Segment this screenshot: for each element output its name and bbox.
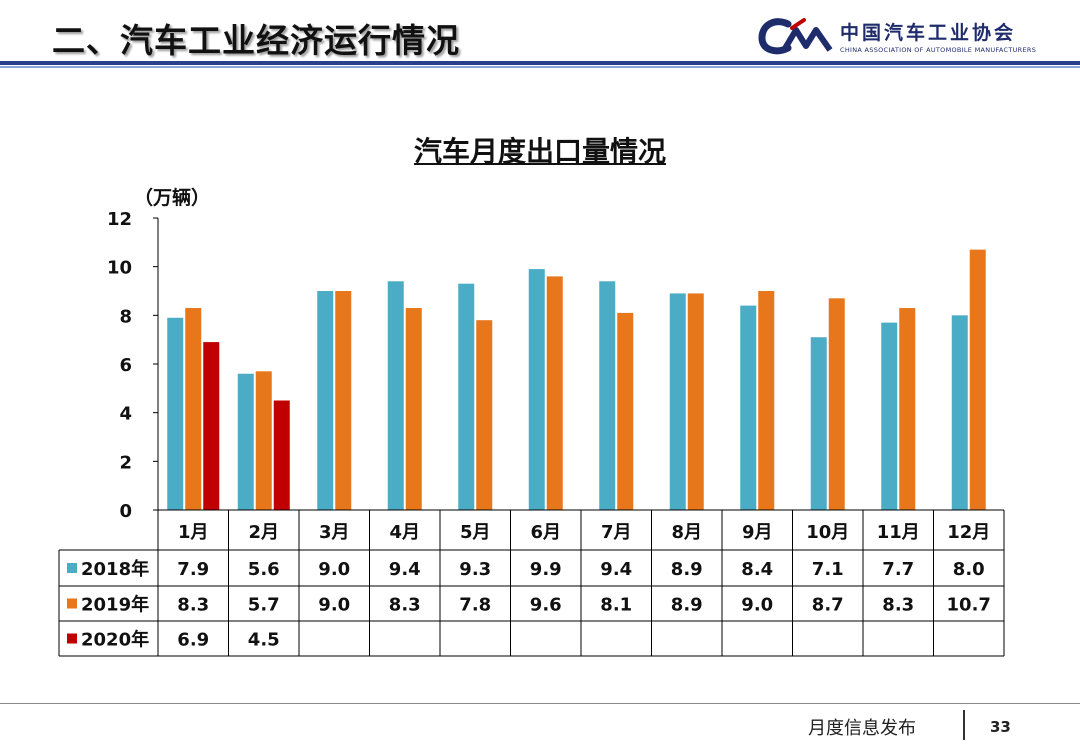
data-label: 7.7 — [882, 559, 914, 580]
bar-2019年-5月 — [476, 320, 493, 510]
data-label: 5.6 — [248, 559, 280, 580]
bar-2018年-6月 — [528, 269, 545, 510]
cam-logo-icon — [758, 18, 833, 55]
data-label: 5.7 — [248, 595, 280, 616]
data-label: 8.4 — [741, 559, 773, 580]
logo: 中国汽车工业协会 CHINA ASSOCIATION OF AUTOMOBILE… — [758, 16, 1058, 60]
data-label: 8.3 — [389, 595, 421, 616]
bar-2020年-2月 — [273, 400, 290, 510]
bar-2019年-8月 — [687, 293, 704, 510]
bar-2019年-9月 — [758, 291, 775, 510]
data-label: 8.7 — [812, 595, 844, 616]
legend-label: 2019年 — [81, 594, 149, 616]
legend-swatch-2020年 — [67, 633, 77, 644]
data-label: 8.9 — [671, 595, 703, 616]
data-label: 8.0 — [953, 559, 985, 580]
header-rule-light — [0, 66, 1080, 68]
bar-2019年-1月 — [185, 308, 202, 510]
page-number: 33 — [990, 718, 1011, 736]
x-tick-label: 2月 — [248, 522, 279, 543]
bar-2018年-4月 — [387, 281, 404, 510]
bar-2018年-5月 — [458, 283, 475, 510]
y-tick-label: 2 — [119, 452, 132, 473]
y-tick-label: 4 — [119, 404, 132, 425]
x-tick-label: 8月 — [671, 522, 702, 543]
data-label: 9.0 — [318, 559, 350, 580]
data-label: 8.3 — [177, 595, 209, 616]
bar-2019年-10月 — [828, 298, 845, 510]
y-tick-label: 6 — [119, 355, 132, 376]
bar-2019年-3月 — [335, 291, 352, 510]
bar-2018年-11月 — [881, 322, 898, 510]
footer-rule — [0, 703, 1080, 704]
y-tick-label: 10 — [107, 258, 132, 279]
data-label: 9.3 — [459, 559, 491, 580]
bar-2019年-7月 — [617, 312, 634, 510]
data-label: 7.9 — [177, 559, 209, 580]
bar-2018年-8月 — [669, 293, 686, 510]
data-label: 7.8 — [459, 595, 491, 616]
x-tick-label: 10月 — [806, 522, 849, 543]
slide-title: 二、汽车工业经济运行情况 — [52, 21, 460, 60]
bar-2018年-2月 — [237, 373, 254, 510]
data-label: 9.0 — [741, 595, 773, 616]
legend-label: 2020年 — [81, 629, 149, 651]
bar-2019年-12月 — [969, 249, 986, 510]
legend-swatch-2019年 — [67, 598, 77, 609]
legend-swatch-2018年 — [67, 563, 77, 573]
bar-2018年-3月 — [317, 291, 334, 510]
data-label: 8.3 — [882, 595, 914, 616]
bar-2018年-7月 — [599, 281, 616, 510]
chart-title: 汽车月度出口量情况 — [413, 135, 666, 168]
legend-label: 2018年 — [81, 558, 149, 580]
data-label: 9.6 — [530, 595, 562, 616]
data-label: 9.9 — [530, 559, 562, 580]
x-tick-label: 5月 — [460, 522, 491, 543]
x-tick-label: 7月 — [601, 522, 632, 543]
bar-2020年-1月 — [203, 342, 220, 510]
y-tick-label: 8 — [119, 306, 132, 327]
bar-2019年-4月 — [405, 308, 422, 510]
y-axis-unit-label: （万辆） — [134, 187, 211, 209]
data-label: 9.4 — [600, 559, 632, 580]
footer-label: 月度信息发布 — [808, 718, 916, 739]
data-label: 9.0 — [318, 595, 350, 616]
data-label: 9.4 — [389, 559, 421, 580]
logo-name-en: CHINA ASSOCIATION OF AUTOMOBILE MANUFACT… — [840, 46, 1037, 54]
data-label: 6.9 — [177, 630, 209, 651]
data-label: 4.5 — [248, 630, 280, 651]
bar-chart: 0 2 4 6 8 10 12 1月 2月 3月 4月 5月 6月 7月 8月 9月 10月 11月 12月 2018… — [58, 209, 1005, 657]
logo-name-cn: 中国汽车工业协会 — [840, 22, 1017, 44]
bar-2018年-9月 — [740, 305, 757, 510]
y-tick-label: 0 — [119, 501, 132, 522]
x-tick-label: 9月 — [742, 522, 773, 543]
bar-2018年-12月 — [951, 315, 968, 510]
x-tick-label: 6月 — [530, 522, 561, 543]
x-tick-label: 11月 — [877, 522, 920, 543]
footer-separator — [963, 710, 965, 740]
x-tick-label: 4月 — [389, 522, 420, 543]
bar-2019年-2月 — [255, 371, 272, 510]
x-tick-label: 3月 — [319, 522, 350, 543]
bar-2018年-10月 — [810, 337, 827, 510]
data-label: 8.1 — [600, 595, 632, 616]
x-tick-label: 1月 — [178, 522, 209, 543]
data-label: 7.1 — [812, 559, 844, 580]
bar-2018年-1月 — [167, 317, 184, 510]
data-label: 8.9 — [671, 559, 703, 580]
bar-2019年-6月 — [546, 276, 563, 510]
bar-2019年-11月 — [899, 308, 916, 510]
header-rule — [0, 61, 1080, 65]
x-tick-label: 12月 — [947, 522, 990, 543]
y-tick-label: 12 — [107, 209, 132, 230]
data-label: 10.7 — [947, 595, 991, 616]
